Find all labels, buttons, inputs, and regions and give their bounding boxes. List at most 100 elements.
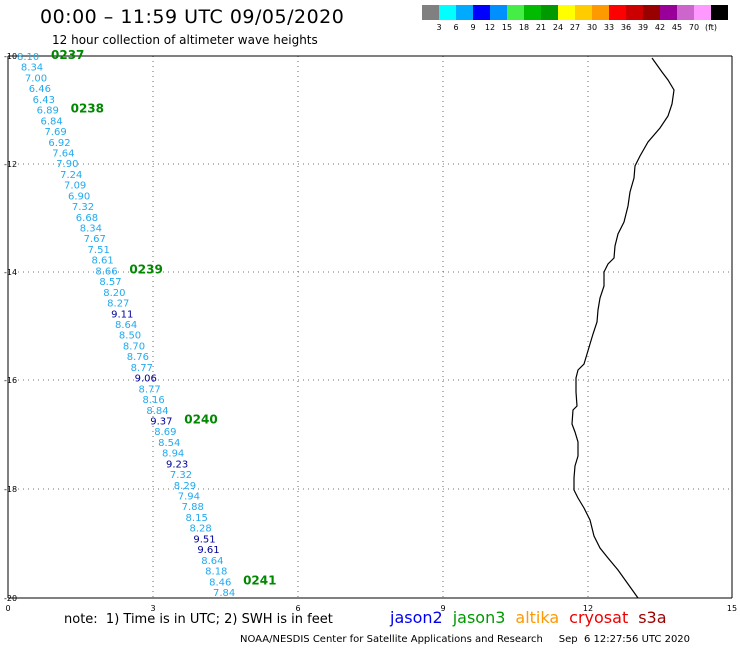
wave-height-label: 8.69 <box>154 427 176 438</box>
legend-tick-label: 24 <box>552 23 564 32</box>
wave-height-label: 7.24 <box>60 170 82 181</box>
longitude-tick-label: 9 <box>440 604 445 613</box>
pass-time-label: 0237 <box>51 48 84 62</box>
latitude-tick-label: -14 <box>4 268 17 277</box>
wave-height-label: 8.66 <box>95 266 117 277</box>
legend-tick-label: 70 <box>688 23 700 32</box>
legend-tick-label: 3 <box>436 23 442 32</box>
credit-line: NOAA/NESDIS Center for Satellite Applica… <box>240 634 691 645</box>
satellite-cryosat: cryosat <box>569 608 629 627</box>
legend-swatches <box>422 5 728 20</box>
wave-height-label: 8.77 <box>131 363 153 374</box>
wave-height-track: 8.108.347.006.466.436.896.847.696.927.64… <box>17 52 235 599</box>
wave-height-label: 8.10 <box>17 52 39 63</box>
satellite-s3a: s3a <box>638 608 667 627</box>
wave-height-label: 7.90 <box>56 159 78 170</box>
latitude-tick-label: -16 <box>4 376 17 385</box>
wave-height-label: 7.88 <box>182 502 204 513</box>
latitude-tick-label: -18 <box>4 485 17 494</box>
wave-height-label: 7.94 <box>178 492 200 503</box>
satellite-jason3: jason3 <box>452 608 506 627</box>
wave-height-label: 7.69 <box>44 127 66 138</box>
legend-swatch <box>575 5 592 20</box>
wave-height-label: 8.20 <box>103 288 125 299</box>
legend-tick-label: 15 <box>501 23 513 32</box>
page-subtitle: 12 hour collection of altimeter wave hei… <box>52 33 318 47</box>
legend-tick-label: 42 <box>654 23 666 32</box>
latitude-ticks: -10 -12 -14 -16 -18 -20 <box>4 52 17 603</box>
footer-note: note: 1) Time is in UTC; 2) SWH is in fe… <box>64 612 333 627</box>
wave-height-label: 9.37 <box>150 416 172 427</box>
latitude-tick-label: -12 <box>4 160 17 169</box>
wave-height-label: 9.61 <box>197 545 219 556</box>
pass-time-label: 0240 <box>184 412 217 426</box>
coastline-path <box>571 57 675 599</box>
legend-tick-label: 45 <box>671 23 683 32</box>
legend-swatch <box>660 5 677 20</box>
wave-height-label: 6.90 <box>68 191 90 202</box>
wave-height-label: 8.15 <box>186 513 208 524</box>
pass-time-labels: 0237 0238 0239 0240 0241 <box>51 48 276 587</box>
wave-height-label: 8.46 <box>209 577 231 588</box>
wave-height-label: 7.00 <box>25 73 47 84</box>
wave-height-label: 9.11 <box>111 309 133 320</box>
longitude-tick-label: 12 <box>583 604 593 613</box>
legend-tick-label: (ft) <box>704 23 718 32</box>
wave-height-label: 6.43 <box>33 95 55 106</box>
satellite-jason2: jason2 <box>390 608 443 627</box>
legend-tick-label: 36 <box>620 23 632 32</box>
satellite-legend: jason2 jason3 altika cryosat s3a <box>390 608 677 627</box>
wave-height-label: 7.32 <box>170 470 192 481</box>
coastline <box>571 57 675 599</box>
legend-tick-label: 39 <box>637 23 649 32</box>
legend-swatch <box>507 5 524 20</box>
longitude-tick-label: 15 <box>727 604 737 613</box>
legend-swatch <box>439 5 456 20</box>
wave-height-label: 8.64 <box>115 320 137 331</box>
wave-height-label: 8.18 <box>205 567 227 578</box>
legend-swatch <box>456 5 473 20</box>
legend-swatch <box>609 5 626 20</box>
wave-height-label: 9.06 <box>135 374 157 385</box>
wave-height-label: 8.27 <box>107 299 129 310</box>
wave-height-label: 8.64 <box>201 556 223 567</box>
legend-tick-label: 21 <box>535 23 547 32</box>
wave-height-label: 7.84 <box>213 588 235 599</box>
legend-swatch <box>677 5 694 20</box>
wave-height-label: 8.76 <box>127 352 149 363</box>
wave-height-label: 8.94 <box>162 449 184 460</box>
wave-height-label: 8.34 <box>21 63 43 74</box>
longitude-tick-label: 6 <box>295 604 300 613</box>
wave-height-label: 8.50 <box>119 331 141 342</box>
wave-height-label: 8.34 <box>80 224 102 235</box>
wave-height-label: 8.54 <box>158 438 180 449</box>
legend-swatch <box>711 5 728 20</box>
wave-height-label: 8.84 <box>146 406 168 417</box>
legend-swatch <box>541 5 558 20</box>
wave-height-label: 7.09 <box>64 181 86 192</box>
wave-height-label: 7.51 <box>88 245 110 256</box>
satellite-altika: altika <box>515 608 560 627</box>
wave-height-label: 6.89 <box>37 106 59 117</box>
wave-height-label: 8.70 <box>123 341 145 352</box>
legend-swatch <box>490 5 507 20</box>
wave-height-label: 6.68 <box>76 213 98 224</box>
longitude-tick-label: 3 <box>150 604 155 613</box>
legend-swatch <box>524 5 541 20</box>
legend-tick-label: 30 <box>586 23 598 32</box>
longitude-tick-label: 0 <box>5 604 10 613</box>
wave-height-label: 8.77 <box>139 384 161 395</box>
longitude-ticks: 0 3 6 9 12 15 <box>5 604 737 613</box>
legend-swatch <box>694 5 711 20</box>
wave-height-label: 7.32 <box>72 202 94 213</box>
legend-tick-label: 9 <box>470 23 476 32</box>
wave-height-label: 7.64 <box>52 148 74 159</box>
wave-height-label: 8.28 <box>189 524 211 535</box>
color-legend: 3 6 9 12 15 18 21 24 27 30 33 36 39 42 45 70 (ft) <box>422 5 740 35</box>
legend-tick-label: 18 <box>518 23 530 32</box>
wave-height-label: 8.61 <box>91 256 113 267</box>
wave-height-label: 6.84 <box>41 116 63 127</box>
legend-swatch <box>473 5 490 20</box>
wave-height-label: 7.67 <box>84 234 106 245</box>
